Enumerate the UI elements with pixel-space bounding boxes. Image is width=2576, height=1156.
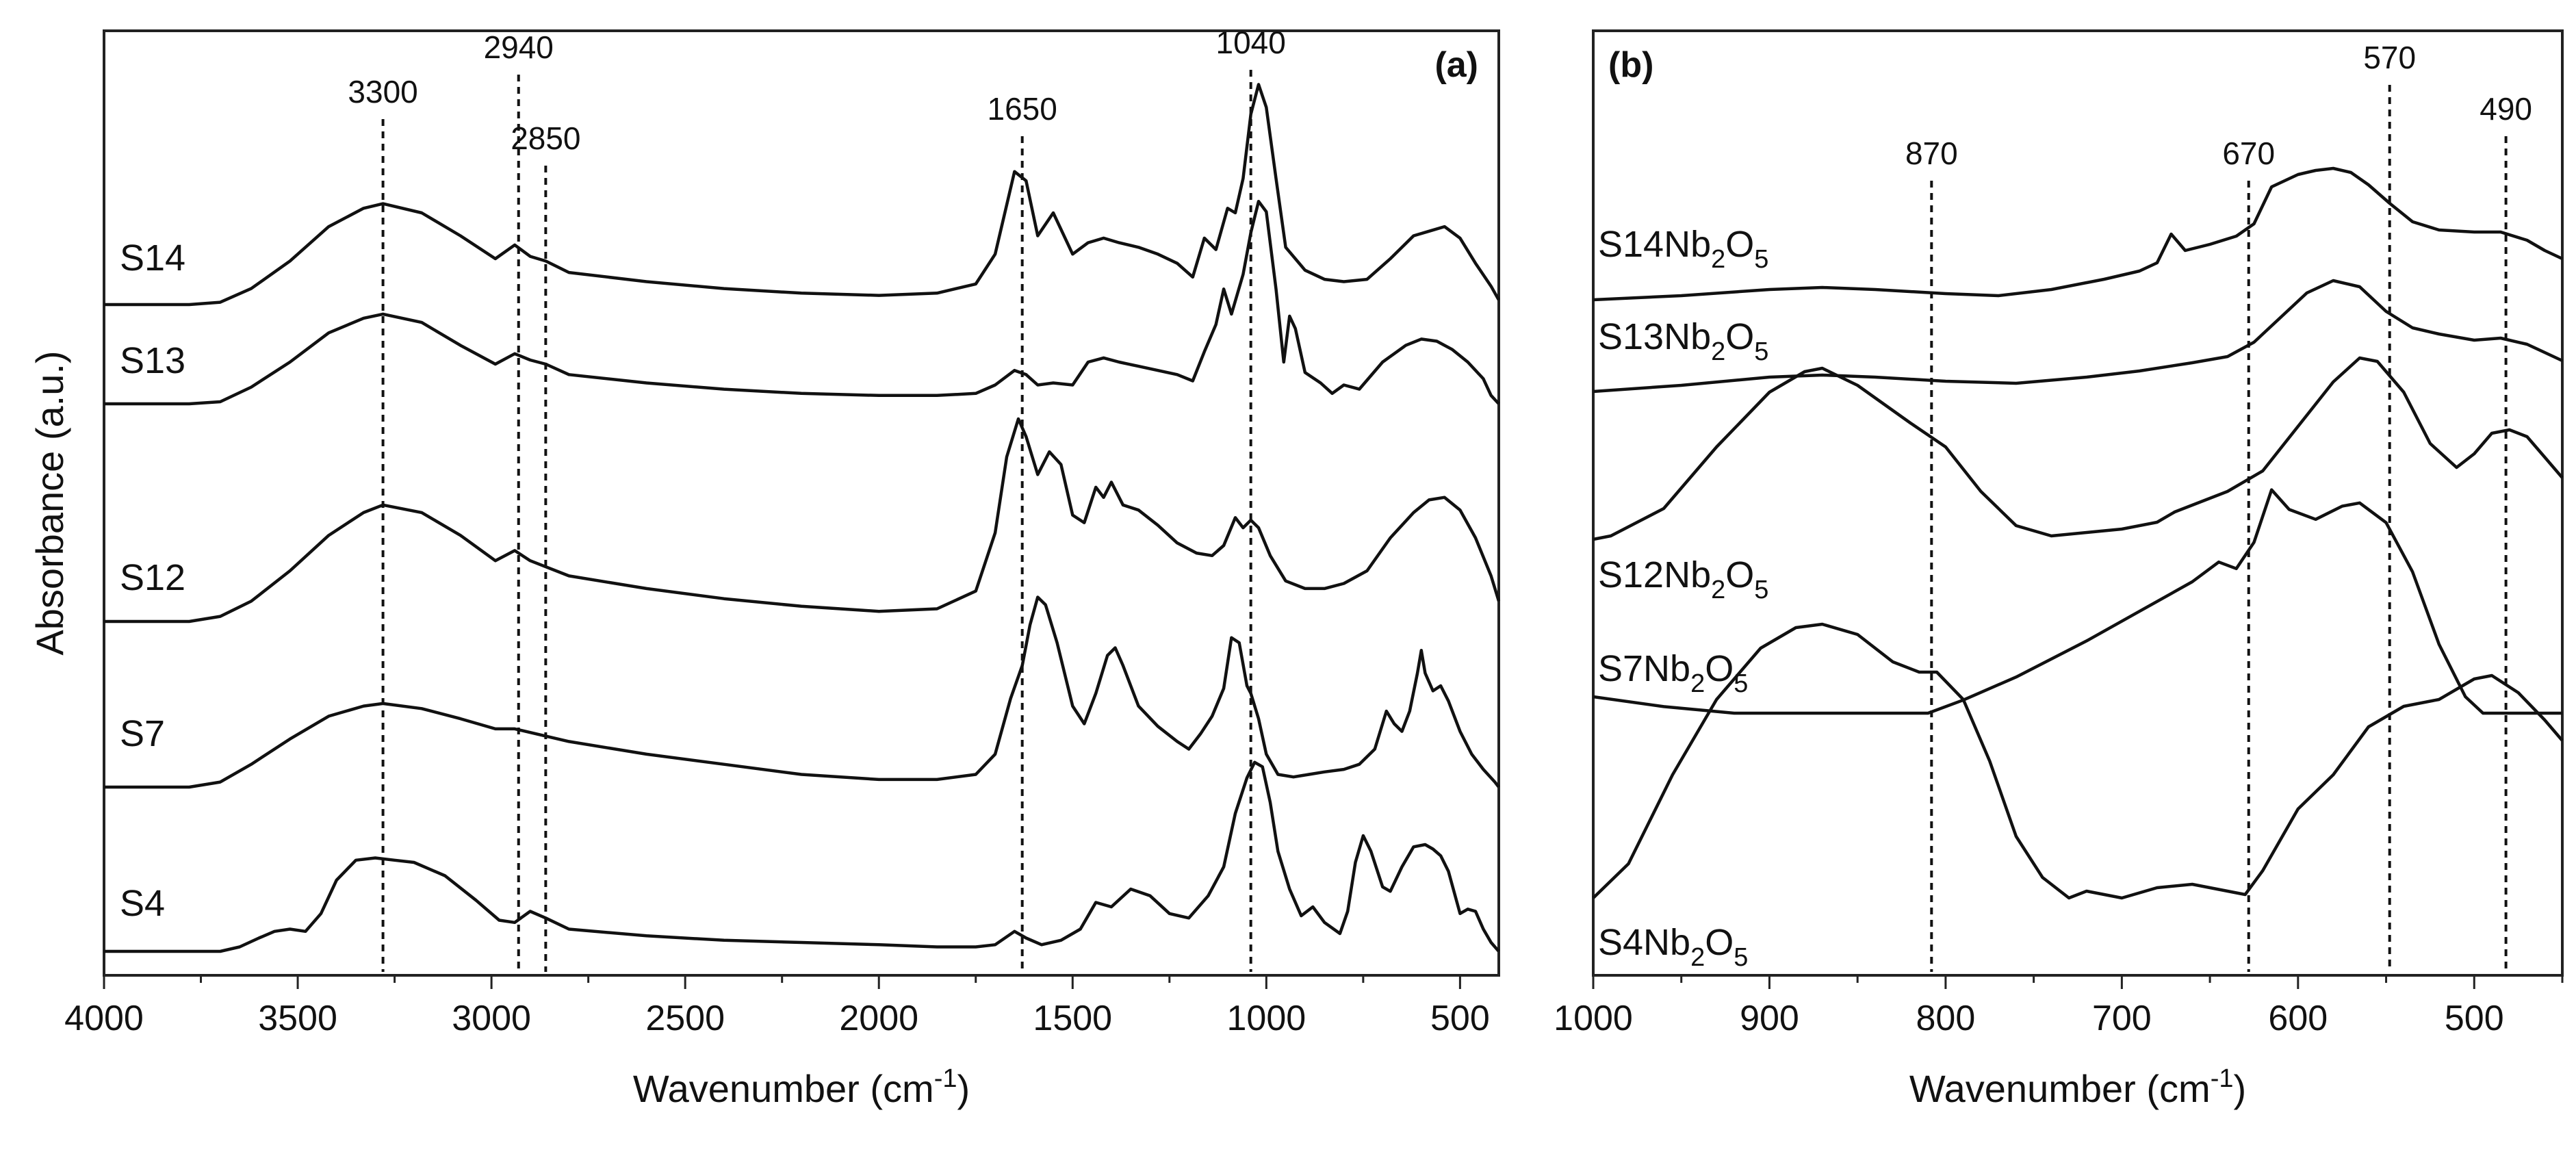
series-label-base: S7Nb: [1598, 648, 1690, 689]
panel-b-x-axis-title: Wavenumber (cm-1): [1909, 1064, 2246, 1110]
x-axis-title-open: (: [860, 1067, 884, 1110]
x-axis-unit-exponent: -1: [934, 1064, 957, 1093]
series-label-text: S12: [120, 557, 185, 598]
series-line-s14: [104, 83, 1500, 307]
series-line-s4nb2o5: [1592, 622, 2564, 900]
y-axis-title: Absorbance (a.u.): [28, 350, 71, 655]
series-label-mid: O: [1725, 224, 1754, 265]
peak-label: 570: [2363, 40, 2416, 75]
x-tick-label: 2500: [645, 999, 725, 1038]
x-axis-title-word: Wavenumber: [633, 1067, 860, 1110]
series-label-sub1: 2: [1711, 245, 1725, 274]
x-tick-label: 3500: [258, 999, 337, 1038]
series-line-s7: [104, 595, 1500, 789]
series-label-text: S7: [120, 713, 165, 754]
series-label-text: S13: [120, 340, 185, 381]
x-tick-label: 1500: [1033, 999, 1112, 1038]
panel-a-x-axis-title: Wavenumber (cm-1): [633, 1064, 970, 1110]
series-label-s13: S13: [120, 340, 185, 381]
x-axis-unit-base: cm: [883, 1067, 934, 1110]
peak-label: 2850: [511, 120, 580, 156]
x-axis-unit-base-b: cm: [2159, 1067, 2211, 1110]
panel-b-frame: [1592, 29, 2564, 977]
series-line-s12: [104, 417, 1501, 624]
x-tick-label: 700: [2092, 999, 2152, 1038]
series-label-base: S4Nb: [1598, 922, 1690, 963]
series-label-sub2: 5: [1754, 245, 1768, 274]
series-line-s12nb2o5: [1593, 356, 2564, 541]
peak-label: 870: [1905, 136, 1958, 171]
series-line-s13nb2o5: [1593, 279, 2563, 394]
peak-label: 3300: [348, 74, 417, 110]
panel-b-label: (b): [1608, 45, 1653, 85]
series-label-sub2: 5: [1754, 576, 1768, 604]
panel-a-x-ticks: 4000 3500 3000 2500 2000 1500 1000 500: [64, 975, 1490, 1038]
series-label-text: S4: [120, 883, 165, 924]
panel-a-reference-lines: 3300 2940 2850 1650 1040: [348, 25, 1286, 972]
series-label-sub2: 5: [1754, 337, 1768, 366]
series-label-sub1: 2: [1690, 669, 1705, 698]
x-tick-label: 500: [1430, 999, 1490, 1038]
x-tick-label: 500: [2445, 999, 2504, 1038]
panel-a: 4000 3500 3000 2500 2000 1500 1000 500 3300 2940…: [28, 25, 1501, 1110]
x-tick-label: 2000: [839, 999, 918, 1038]
series-label-mid: O: [1705, 922, 1734, 963]
series-label-sub2: 5: [1734, 943, 1748, 972]
series-line-s4: [104, 760, 1500, 953]
series-line-s13: [104, 199, 1500, 406]
x-tick-label: 4000: [64, 999, 144, 1038]
x-axis-title-close: ): [957, 1067, 970, 1110]
panel-b-reference-lines: 870 670 570 490: [1905, 40, 2532, 972]
series-label-sub1: 2: [1690, 943, 1705, 972]
peak-label: 2940: [484, 29, 554, 65]
panel-a-label: (a): [1434, 45, 1478, 85]
x-axis-title-open-b: (: [2136, 1067, 2160, 1110]
series-line-s7nb2o5: [1593, 488, 2562, 715]
x-axis-title-word-b: Wavenumber: [1909, 1067, 2136, 1110]
peak-label: 670: [2222, 136, 2275, 171]
series-label-sub2: 5: [1734, 669, 1748, 698]
x-tick-label: 3000: [452, 999, 531, 1038]
peak-label: 490: [2480, 91, 2532, 127]
panel-a-series: S14 S13 S12 S7 S4: [104, 83, 1501, 953]
series-label-text: S14: [120, 237, 185, 279]
peak-label: 1040: [1216, 25, 1286, 60]
series-label-sub1: 2: [1711, 337, 1725, 366]
series-label-base: S12Nb: [1598, 554, 1711, 595]
x-tick-label: 1000: [1226, 999, 1306, 1038]
series-line-s14nb2o5: [1593, 166, 2563, 302]
panel-b-x-ticks: 1000 900 800 700 600 500: [1554, 975, 2564, 1038]
series-label-s4: S4: [120, 883, 165, 924]
x-tick-label: 900: [1740, 999, 1799, 1038]
series-label-s7nb2o5: S7Nb2O5: [1598, 648, 1748, 698]
series-label-s12: S12: [120, 557, 185, 598]
x-axis-title-close-b: ): [2233, 1067, 2246, 1110]
x-tick-label: 600: [2268, 999, 2328, 1038]
peak-label: 1650: [988, 91, 1057, 127]
series-label-sub1: 2: [1711, 576, 1725, 604]
series-label-s14: S14: [120, 237, 185, 279]
series-label-mid: O: [1705, 648, 1734, 689]
series-label-s7: S7: [120, 713, 165, 754]
x-tick-label: 800: [1916, 999, 1976, 1038]
series-label-s12nb2o5: S12Nb2O5: [1598, 554, 1768, 604]
series-label-s13nb2o5: S13Nb2O5: [1598, 316, 1768, 366]
series-label-mid: O: [1725, 316, 1754, 357]
series-label-base: S13Nb: [1598, 316, 1711, 357]
x-axis-unit-exponent-b: -1: [2211, 1064, 2234, 1093]
series-label-mid: O: [1725, 554, 1754, 595]
series-label-base: S14Nb: [1598, 224, 1711, 265]
x-tick-label: 1000: [1554, 999, 1633, 1038]
panel-a-frame: [103, 29, 1500, 977]
series-label-s4nb2o5: S4Nb2O5: [1598, 922, 1748, 972]
series-label-s14nb2o5: S14Nb2O5: [1598, 224, 1768, 274]
